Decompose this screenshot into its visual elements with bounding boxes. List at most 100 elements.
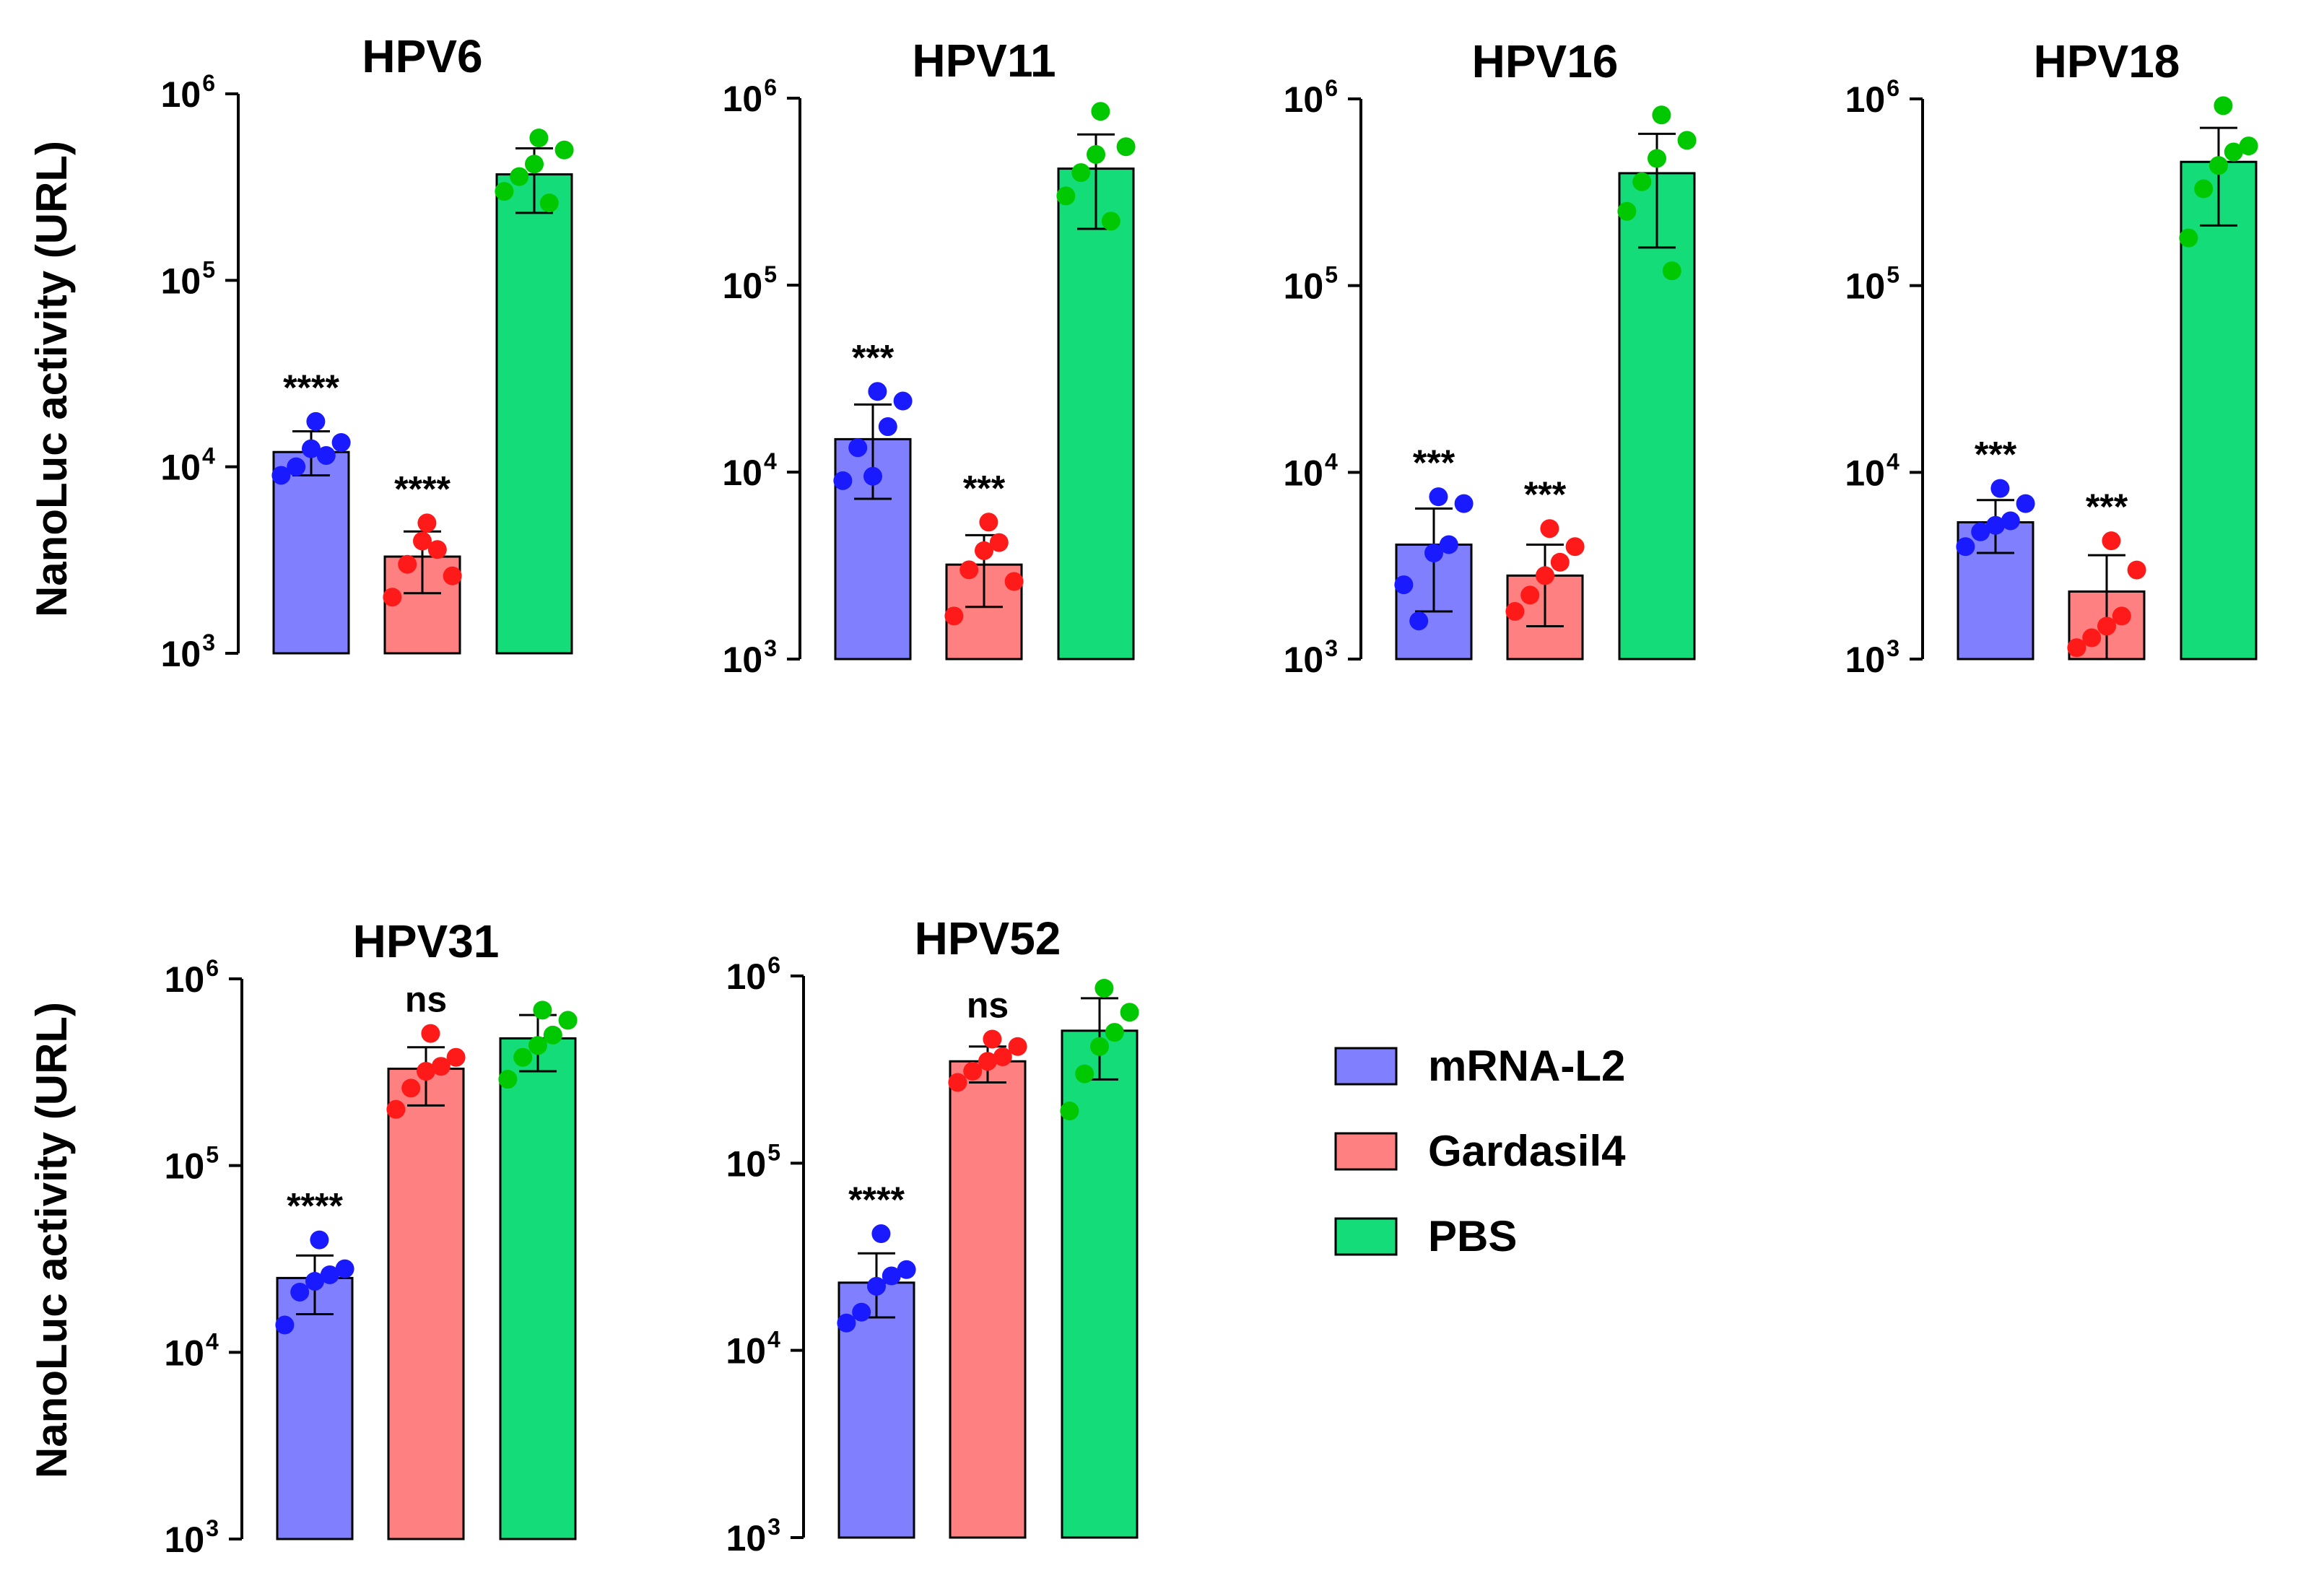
panel-title: HPV11 [912,35,1056,87]
y-tick-label: 106 [161,70,215,115]
data-point [2194,179,2214,199]
data-point [320,1265,339,1284]
data-point [302,439,321,458]
significance-label: *** [852,337,895,378]
bar-gardasil4 [387,1068,465,1540]
y-tick-label: 106 [1284,75,1338,120]
legend-label: mRNA-L2 [1428,1042,1625,1090]
data-point [421,1024,440,1043]
panel-title: HPV18 [2034,35,2180,87]
y-tick-label: 105 [726,1139,780,1184]
data-point [837,1313,856,1333]
panel-title: HPV31 [353,915,500,967]
significance-label: **** [287,1186,343,1226]
data-point [554,140,574,160]
bar-pbs [495,173,573,655]
data-point [413,531,432,551]
y-tick-label: 103 [1284,635,1338,680]
data-point [513,1047,533,1067]
data-point [1075,1064,1094,1084]
data-point [316,445,336,465]
y-tick-label: 106 [723,74,777,119]
data-point [1648,149,1666,168]
y-tick-label: 103 [165,1515,219,1560]
y-tick-label: 104 [160,443,215,488]
data-point [287,457,306,476]
data-point [852,1302,871,1322]
data-point [2239,136,2258,156]
data-point [335,1259,354,1278]
data-point [2179,228,2198,248]
data-point [443,566,462,585]
data-point [331,432,351,452]
data-point [1662,261,1681,281]
legend: mRNA-L2 Gardasil4 PBS [1334,1042,1626,1260]
data-point [975,541,993,560]
y-tick-label: 103 [161,629,215,674]
bar-pbs [1057,167,1135,661]
data-point [1971,522,1990,541]
data-point [2224,142,2243,162]
data-point [1004,572,1024,591]
data-point [878,417,897,437]
data-point [1094,978,1114,998]
data-point [495,182,514,201]
data-point [1520,585,1540,605]
data-point [2102,531,2121,551]
y-tick-label: 104 [722,448,777,493]
data-point [306,411,326,431]
data-point [398,554,417,574]
panel-hpv18: HPV18 103 104 105 106 *** *** [1845,35,2258,680]
data-point [401,1078,421,1098]
panels: HPV6 103 104 105 106 **** **** HPV11 103 104 105 10… [160,30,2258,1560]
y-tick-label: 105 [1845,262,1899,307]
data-point [833,471,853,490]
legend-swatch [1334,1047,1398,1086]
data-point [290,1282,310,1302]
y-tick-label: 103 [1845,635,1899,680]
y-tick-label: 105 [723,261,777,306]
data-point [983,1029,1002,1049]
data-point [2067,638,2086,658]
bar-pbs [499,1037,577,1540]
y-tick-label: 103 [726,1514,780,1559]
data-point [868,382,887,401]
data-point [2209,156,2228,175]
bar-mrna-l2 [272,450,350,655]
data-point [1956,537,1975,557]
data-point [1617,201,1637,221]
data-point [848,438,868,458]
data-point [383,588,402,607]
data-point [1056,186,1076,206]
significance-label: **** [394,468,451,509]
y-axis-label-top: NanoLuc activity (URL) [27,141,76,617]
panel-hpv6: HPV6 103 104 105 106 **** **** [160,30,574,674]
data-point [543,1025,562,1045]
y-axis-label-text: NanoLuc activity (URL) [27,1002,76,1478]
significance-label: ns [405,980,447,1020]
data-point [1990,479,2010,498]
y-tick-label: 103 [723,635,777,680]
data-point [533,1001,552,1020]
data-point [863,466,882,486]
data-point [948,1073,967,1092]
data-point [2097,616,2116,636]
data-point [431,1057,451,1076]
data-point [510,167,529,186]
y-tick-label: 106 [1845,75,1899,120]
data-point [525,154,544,174]
data-point [305,1271,324,1291]
y-tick-label: 104 [164,1328,219,1373]
panel-title: HPV6 [362,30,482,82]
data-point [989,533,1009,552]
data-point [1565,537,1585,557]
data-point [2082,628,2102,648]
data-point [498,1070,518,1089]
data-point [529,128,549,148]
data-point [963,1061,983,1081]
significance-label: *** [2086,487,2128,527]
bar-gardasil4 [949,1060,1027,1539]
y-tick-label: 105 [161,256,215,301]
data-point [871,1224,891,1244]
data-point [558,1011,578,1030]
